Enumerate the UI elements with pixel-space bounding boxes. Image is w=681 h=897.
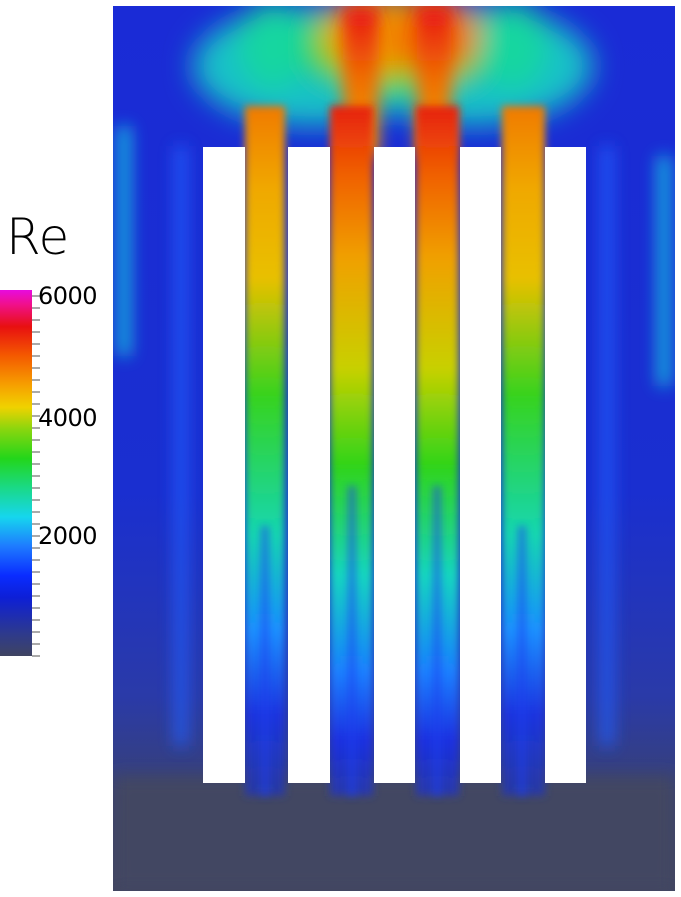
tick-label-2000: 2000 — [38, 522, 98, 550]
solid-block-3 — [374, 147, 415, 783]
solid-block-5 — [545, 147, 586, 783]
colorbar-gradient — [0, 290, 32, 656]
tick-label-6000: 6000 — [38, 282, 98, 310]
legend-title: Re — [6, 208, 70, 266]
bottom-plenum — [113, 776, 675, 891]
right-inner-stream — [601, 146, 613, 746]
right-outer-stream — [657, 156, 671, 386]
solid-block-4 — [460, 147, 501, 783]
solid-block-2 — [288, 147, 330, 783]
colorbar: 6000 4000 2000 — [0, 282, 98, 662]
flow-field-plot — [113, 6, 675, 891]
left-outer-stream — [117, 126, 131, 356]
colorbar-ticks — [32, 295, 40, 657]
solid-block-1 — [203, 147, 245, 783]
tick-label-4000: 4000 — [38, 404, 98, 432]
left-inner-stream — [175, 146, 187, 746]
